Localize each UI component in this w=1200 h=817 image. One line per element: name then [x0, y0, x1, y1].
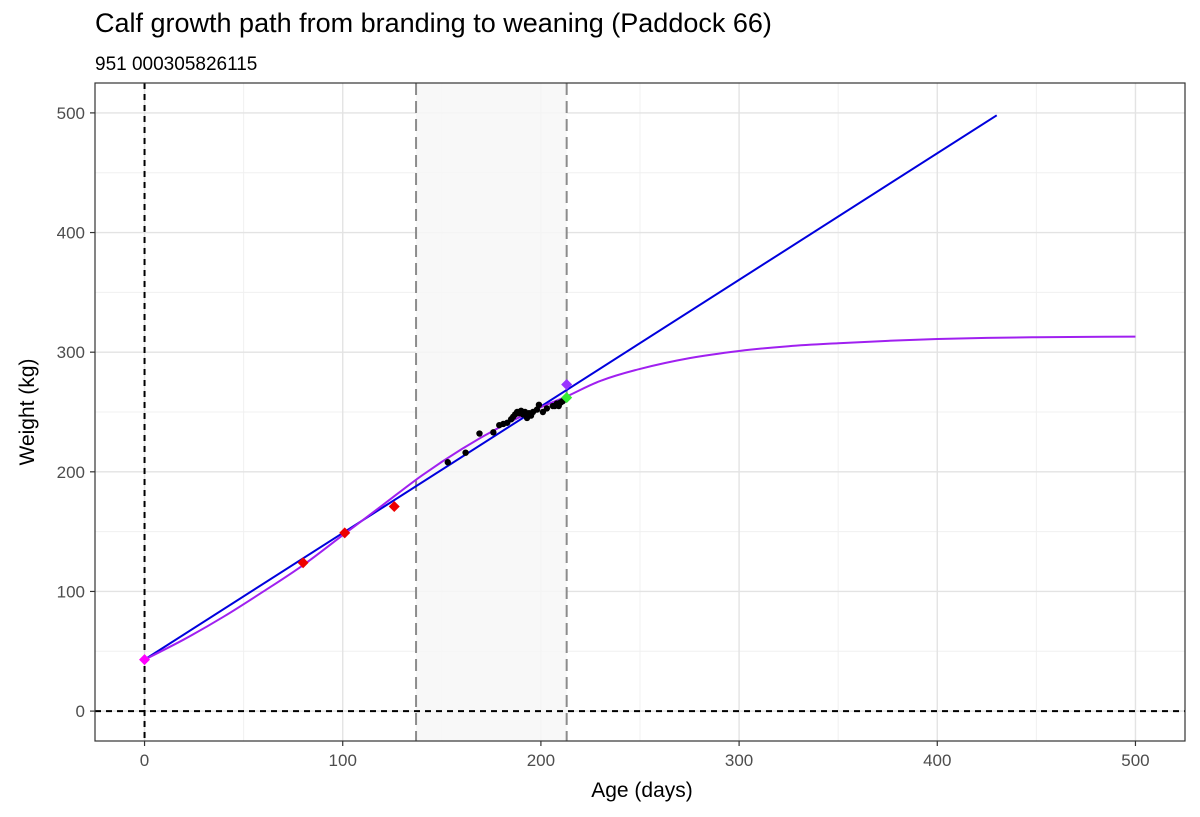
data-point-diamond [339, 527, 351, 539]
series-points [139, 378, 573, 666]
data-point [462, 449, 469, 456]
chart-title: Calf growth path from branding to weanin… [95, 8, 772, 38]
data-point [533, 406, 541, 413]
data-point-diamond [561, 392, 573, 404]
x-axis-label: Age (days) [591, 779, 693, 802]
data-point [490, 429, 497, 436]
data-point [535, 401, 543, 409]
y-tick-label: 0 [76, 702, 85, 721]
x-tick-label: 200 [527, 751, 555, 770]
x-tick-label: 400 [923, 751, 951, 770]
plot-border [94, 82, 1186, 742]
x-tick-label: 300 [725, 751, 753, 770]
y-axis-label: Weight (kg) [16, 358, 39, 466]
data-point [444, 459, 451, 466]
y-tick-label: 100 [57, 582, 85, 601]
y-tick-label: 500 [57, 104, 85, 123]
data-point-diamond [561, 378, 573, 390]
y-tick-label: 300 [57, 343, 85, 362]
x-tick-label: 0 [140, 751, 149, 770]
series-line-0 [144, 114, 998, 661]
data-point-diamond [139, 654, 151, 666]
x-axis-label-wrap: Age (days) [0, 779, 1200, 803]
reference-lines [95, 83, 1185, 741]
series-lines [144, 114, 1136, 661]
x-tick-label: 500 [1121, 751, 1149, 770]
grid-lines [95, 83, 1185, 741]
data-point [476, 430, 483, 437]
data-point-diamond [388, 501, 400, 513]
axis-ticks: 0 100 200 300 400 500 0 100 200 300 400 500 [57, 104, 1150, 770]
y-tick-label: 400 [57, 224, 85, 243]
x-tick-label: 100 [329, 751, 357, 770]
chart-subtitle: 951 000305826115 [95, 54, 258, 75]
y-tick-label: 200 [57, 463, 85, 482]
series-line-1 [144, 335, 1136, 661]
data-point-diamond [297, 557, 309, 569]
data-point [543, 405, 551, 412]
